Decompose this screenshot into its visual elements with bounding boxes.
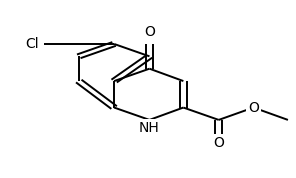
Text: O: O [213, 136, 224, 150]
Text: NH: NH [139, 121, 160, 135]
Text: O: O [213, 136, 224, 150]
Text: O: O [248, 101, 259, 115]
Text: Cl: Cl [26, 37, 39, 51]
Text: O: O [144, 25, 155, 40]
Text: O: O [144, 25, 155, 40]
Text: O: O [248, 101, 259, 115]
Text: Cl: Cl [26, 37, 39, 51]
Text: NH: NH [139, 121, 160, 135]
